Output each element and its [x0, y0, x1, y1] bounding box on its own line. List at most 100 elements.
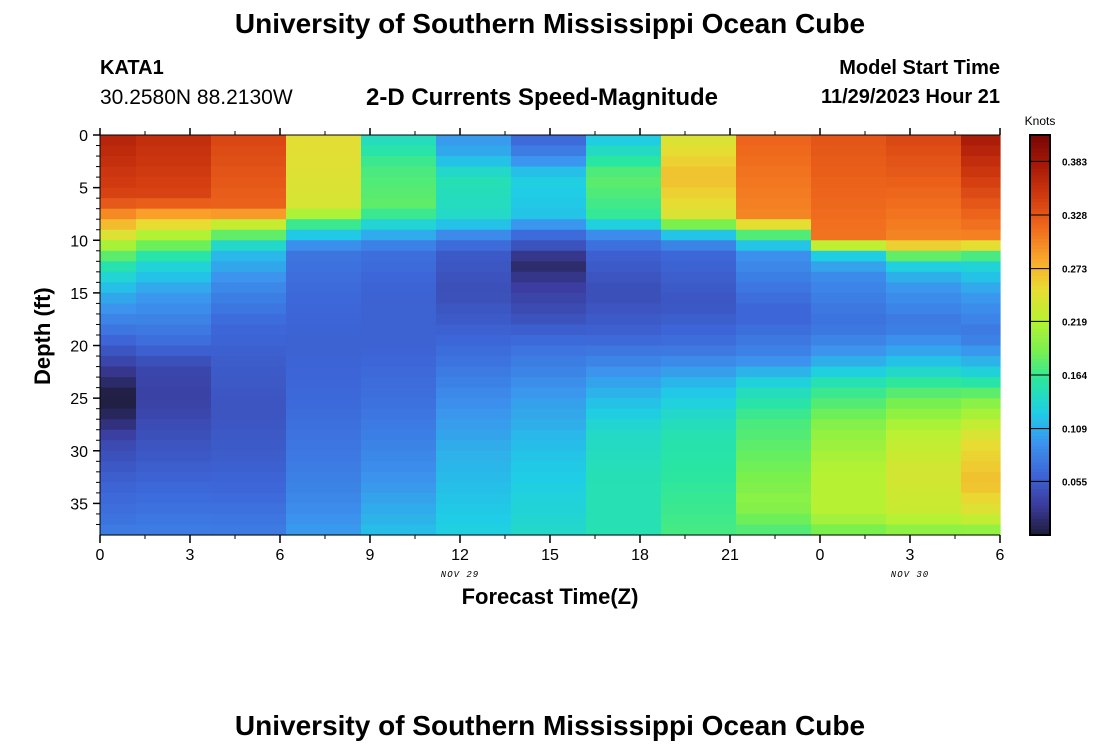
heatmap-cell [736, 324, 812, 336]
page-title-bottom: University of Southern Mississippi Ocean… [234, 710, 866, 741]
heatmap-cell [511, 450, 587, 462]
heatmap-cell [736, 282, 812, 294]
colorbar-segment [1030, 255, 1050, 259]
heatmap-cell [211, 377, 287, 389]
heatmap-cell [211, 492, 287, 505]
colorbar-segment [1030, 148, 1050, 153]
heatmap-cell [811, 208, 887, 220]
heatmap-cell [886, 324, 962, 336]
heatmap-cell [361, 261, 437, 273]
x-tick-label: 6 [276, 547, 285, 564]
heatmap-cell [286, 303, 362, 315]
heatmap-cell [436, 471, 512, 483]
x-tick-label: 9 [366, 547, 375, 564]
heatmap-cell [136, 387, 212, 399]
colorbar: Knots 0.383 0.328 0.273 0.219 0.164 0.109 0.055 [1025, 114, 1087, 536]
heatmap-cell [286, 503, 362, 515]
heatmap-cell [136, 356, 212, 368]
heatmap-cell [286, 513, 362, 526]
colorbar-tick-label: 0.055 [1062, 477, 1087, 488]
heatmap-cell [511, 208, 587, 220]
heatmap-cell [100, 482, 137, 494]
colorbar-segment [1030, 268, 1050, 273]
heatmap-cell [736, 429, 812, 441]
station-id: KATA1 [100, 57, 164, 79]
heatmap-cell [286, 261, 362, 273]
colorbar-segment [1030, 448, 1050, 453]
heatmap-cell [286, 177, 362, 189]
heatmap-cell [961, 482, 1001, 494]
heatmap-cell [286, 419, 362, 431]
heatmap-cell [100, 240, 137, 252]
heatmap-cell [211, 240, 287, 252]
heatmap-cell [586, 345, 662, 357]
heatmap-cell [286, 440, 362, 452]
heatmap-cell [661, 324, 737, 336]
heatmap-cell [511, 135, 587, 147]
heatmap-cell [586, 471, 662, 483]
y-axis-label: Depth (ft) [30, 287, 55, 385]
heatmap-cell [211, 366, 287, 378]
heatmap-cell [211, 313, 287, 326]
heatmap-cell [586, 398, 662, 410]
x-tick-label: 15 [541, 547, 559, 564]
heatmap-cell [811, 166, 887, 178]
heatmap-cell [661, 440, 737, 452]
heatmap-cell [436, 229, 512, 241]
heatmap-cell [886, 282, 962, 294]
colorbar-segment [1030, 525, 1050, 529]
heatmap-cell [436, 366, 512, 378]
heatmap-cell [361, 271, 437, 283]
heatmap-cell [661, 450, 737, 462]
heatmap-cell [136, 419, 212, 431]
colorbar-segment [1030, 185, 1050, 189]
heatmap-cell [286, 398, 362, 410]
colorbar-segment [1030, 291, 1050, 296]
heatmap-cell [961, 440, 1001, 452]
heatmap-cell [511, 366, 587, 378]
heatmap-cell [136, 229, 212, 241]
colorbar-segment [1030, 391, 1050, 396]
heatmap-cell [100, 198, 137, 210]
heatmap-cell [886, 313, 962, 326]
heatmap-cell [361, 135, 437, 147]
heatmap-cell [211, 471, 287, 483]
heatmap-cell [961, 229, 1001, 241]
heatmap-cell [361, 292, 437, 305]
heatmap-cell [961, 282, 1001, 294]
y-tick-label: 35 [70, 496, 88, 513]
heatmap-cell [361, 461, 437, 473]
heatmap-cell [436, 219, 512, 231]
heatmap-cell [511, 156, 587, 168]
heatmap-cell [886, 408, 962, 420]
heatmap-cell [361, 187, 437, 199]
heatmap-cell [211, 292, 287, 305]
heatmap-cell [736, 513, 812, 526]
colorbar-segment [1030, 508, 1050, 513]
colorbar-tick-label: 0.164 [1062, 371, 1087, 382]
colorbar-segment [1030, 161, 1050, 166]
heatmap-cell [211, 166, 287, 178]
heatmap-cell [100, 261, 137, 273]
colorbar-segment [1030, 518, 1050, 523]
colorbar-segment [1030, 225, 1050, 229]
heatmap-cell [100, 313, 137, 326]
heatmap-cell [961, 292, 1001, 305]
colorbar-segment [1030, 235, 1050, 239]
heatmap-cell [886, 219, 962, 231]
heatmap-cell [136, 219, 212, 231]
colorbar-segment [1030, 311, 1050, 316]
y-tick-label: 15 [70, 286, 88, 303]
heatmap-cell [886, 492, 962, 505]
heatmap-cell [100, 156, 137, 168]
heatmap-cell [886, 419, 962, 431]
heatmap-cell [736, 156, 812, 168]
colorbar-segment [1030, 305, 1050, 309]
colorbar-segment [1030, 485, 1050, 489]
heatmap-cell [100, 461, 137, 473]
heatmap-cell [136, 208, 212, 220]
colorbar-segment [1030, 238, 1050, 243]
heatmap-cell [211, 419, 287, 431]
heatmap-cell [511, 271, 587, 283]
heatmap-cell [961, 366, 1001, 378]
